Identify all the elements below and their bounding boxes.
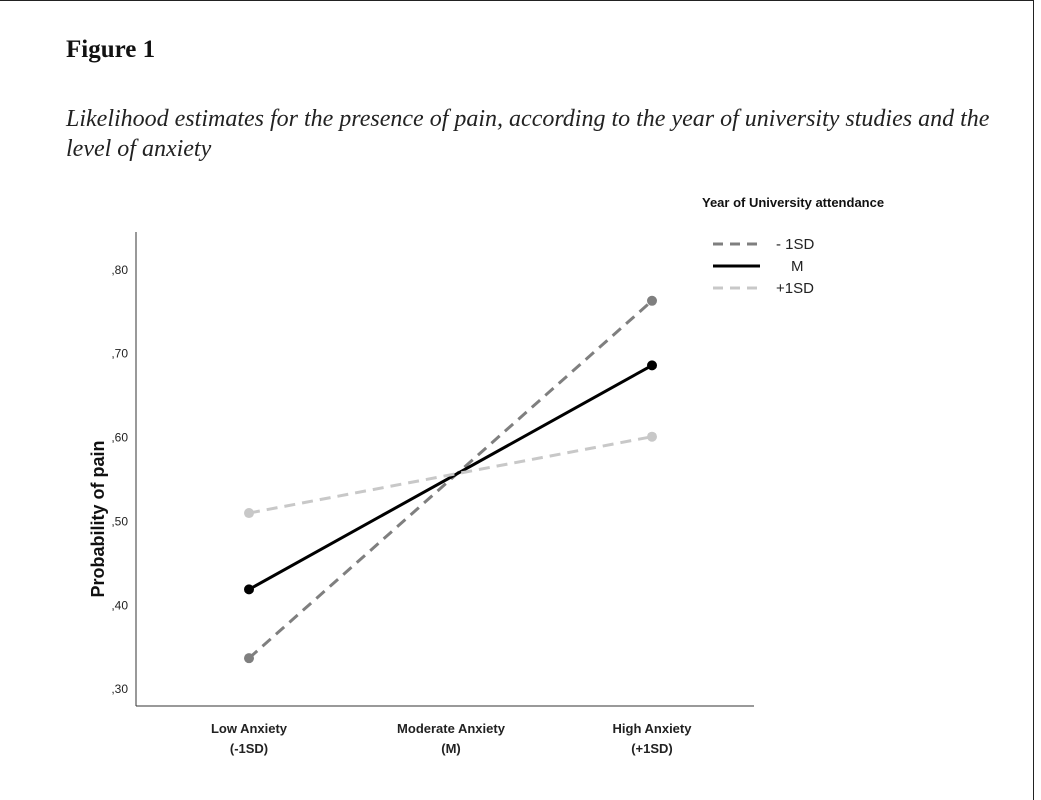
legend-label: M	[791, 258, 804, 275]
data-point	[244, 584, 254, 595]
y-tick-label: ,60	[111, 431, 128, 445]
y-axis-label: Probability of pain	[88, 440, 108, 597]
y-tick-label: ,80	[111, 263, 128, 277]
data-point	[647, 360, 657, 371]
chart-axes	[135, 232, 754, 707]
legend-label: - 1SD	[776, 236, 815, 253]
figure-label: Figure 1	[66, 36, 156, 63]
series-line	[248, 299, 653, 660]
x-category-sublabel: (-1SD)	[230, 741, 268, 756]
series-line	[248, 364, 653, 591]
x-category-label: Low Anxiety	[211, 721, 288, 736]
x-category-sublabel: (M)	[441, 741, 461, 756]
x-category-labels: Low Anxiety (-1SD) Moderate Anxiety (M) High…	[211, 721, 692, 756]
x-category-sublabel: (+1SD)	[631, 741, 673, 756]
legend-items: - 1SD M +1SD	[713, 236, 815, 297]
legend-label: +1SD	[776, 280, 814, 297]
y-tick-labels: ,30 ,40 ,50 ,60 ,70 ,80	[111, 263, 128, 696]
data-point	[244, 508, 254, 519]
y-tick-label: ,50	[111, 514, 128, 528]
data-point	[647, 295, 657, 306]
y-tick-label: ,30	[111, 682, 128, 696]
legend: Year of University attendance - 1SD M +1SD	[702, 195, 884, 297]
x-category-label: Moderate Anxiety	[397, 721, 506, 736]
series-line	[248, 435, 653, 515]
series-lines	[248, 299, 653, 660]
series-points	[244, 295, 657, 664]
legend-title: Year of University attendance	[702, 195, 884, 210]
y-tick-label: ,40	[111, 598, 128, 612]
figure-caption: Likelihood estimates for the presence of…	[66, 106, 990, 162]
data-point	[647, 431, 657, 442]
x-category-label: High Anxiety	[613, 721, 693, 736]
data-point	[244, 653, 254, 664]
y-tick-label: ,70	[111, 347, 128, 361]
